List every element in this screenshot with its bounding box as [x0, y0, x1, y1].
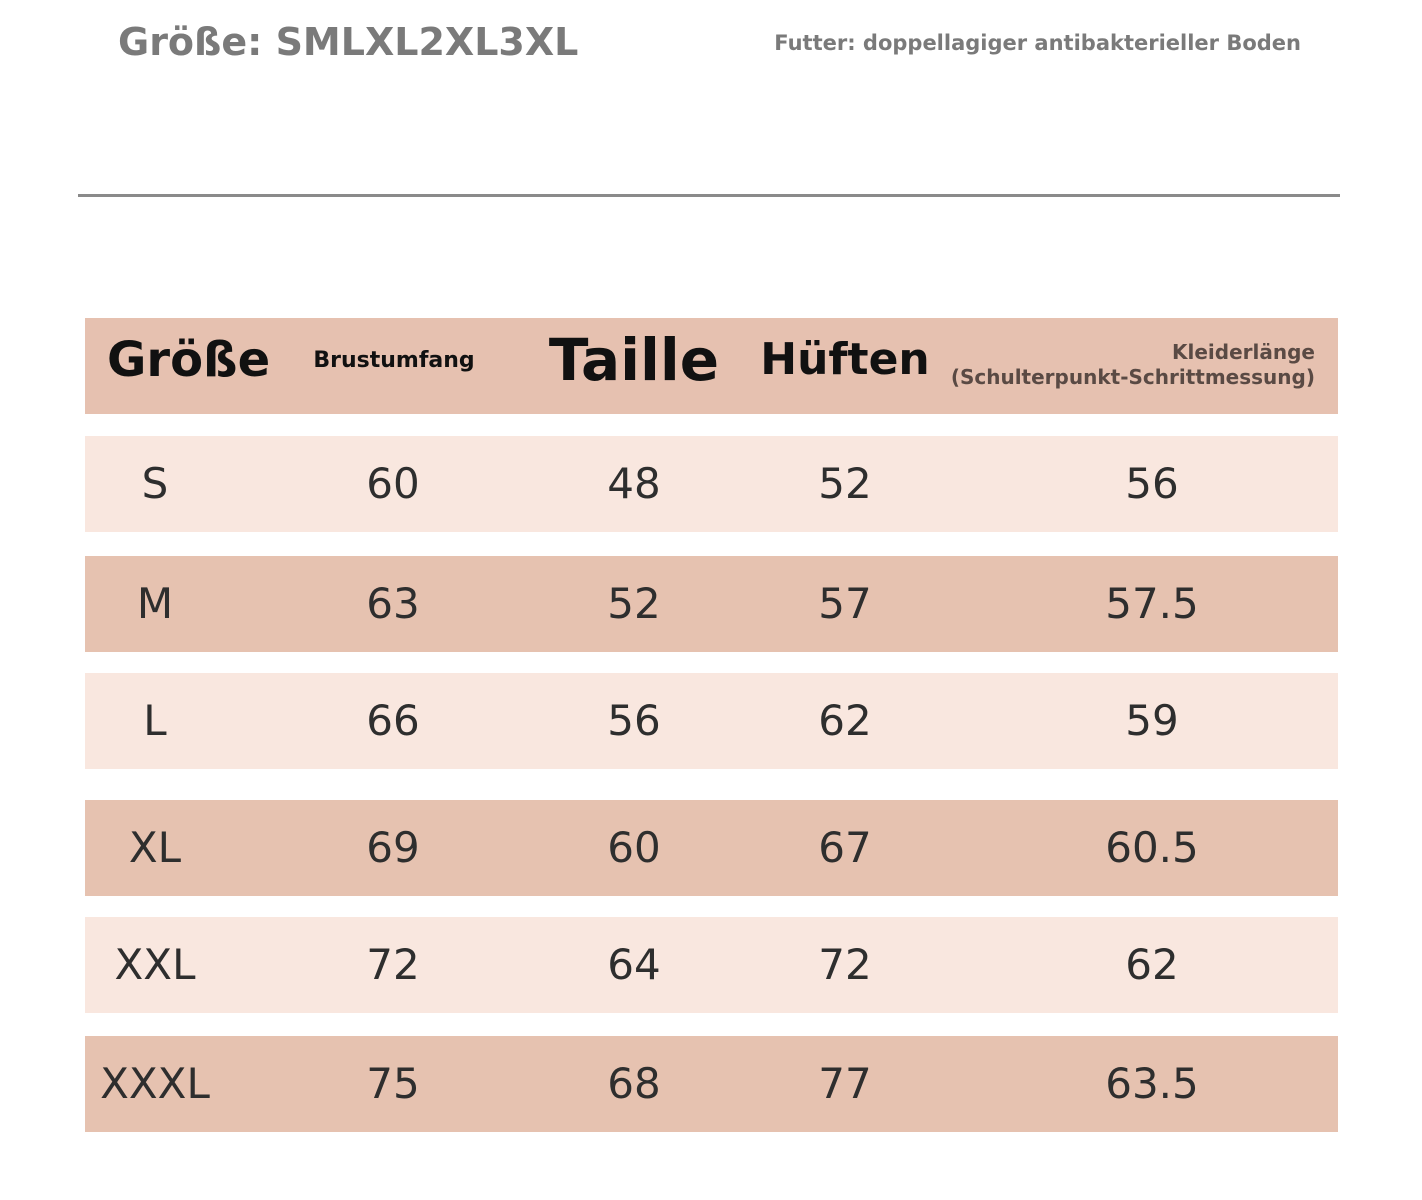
size-cell: M	[136, 579, 174, 628]
size-cell: XXL	[114, 940, 196, 989]
measure-cell: 69	[366, 823, 420, 872]
size-cell: S	[141, 459, 169, 508]
size-cell: L	[143, 696, 167, 745]
table-row: M 63 52 57 57.5	[85, 556, 1338, 652]
column-header: Taille	[548, 326, 720, 394]
table-row: XXL 72 64 72 62	[85, 917, 1338, 1013]
table-row: XXXL 75 68 77 63.5	[85, 1036, 1338, 1132]
divider	[78, 194, 1340, 197]
measure-cell: 75	[366, 1059, 420, 1108]
measure-cell: 60.5	[1105, 823, 1199, 872]
column-header: Brustumfang	[313, 348, 475, 373]
table-row: XL 69 60 67 60.5	[85, 800, 1338, 896]
column-header: Hüften	[760, 334, 930, 385]
measure-cell: 66	[366, 696, 420, 745]
column-header: Kleiderlänge	[1172, 340, 1315, 364]
measure-cell: 62	[1125, 940, 1179, 989]
table-row: S 60 48 52 56	[85, 436, 1338, 532]
measure-cell: 60	[366, 459, 420, 508]
measure-cell: 62	[818, 696, 872, 745]
measure-cell: 72	[366, 940, 420, 989]
measure-cell: 67	[818, 823, 872, 872]
measure-cell: 59	[1125, 696, 1179, 745]
header-row: Größe Brustumfang Taille Hüften Kleiderl…	[85, 318, 1338, 414]
measure-cell: 56	[607, 696, 661, 745]
measure-cell: 56	[1125, 459, 1179, 508]
measure-cell: 48	[607, 459, 661, 508]
measure-cell: 63.5	[1105, 1059, 1199, 1108]
measure-cell: 57	[818, 579, 872, 628]
measure-cell: 60	[607, 823, 661, 872]
measure-cell: 77	[818, 1059, 872, 1108]
measure-cell: 52	[607, 579, 661, 628]
column-header: Größe	[107, 332, 271, 388]
measure-cell: 63	[366, 579, 420, 628]
table-row: L 66 56 62 59	[85, 673, 1338, 769]
column-note: (Schulterpunkt-Schrittmessung)	[950, 365, 1315, 389]
size-text: Größe: SMLXL2XL3XL	[118, 20, 579, 64]
measure-cell: 64	[607, 940, 661, 989]
size-cell: XXXL	[100, 1059, 210, 1108]
measure-cell: 68	[607, 1059, 661, 1108]
measure-cell: 72	[818, 940, 872, 989]
measure-cell: 52	[818, 459, 872, 508]
lining-text: Futter: doppellagiger antibakterieller B…	[774, 31, 1301, 55]
size-cell: XL	[128, 823, 182, 872]
measure-cell: 57.5	[1105, 579, 1199, 628]
